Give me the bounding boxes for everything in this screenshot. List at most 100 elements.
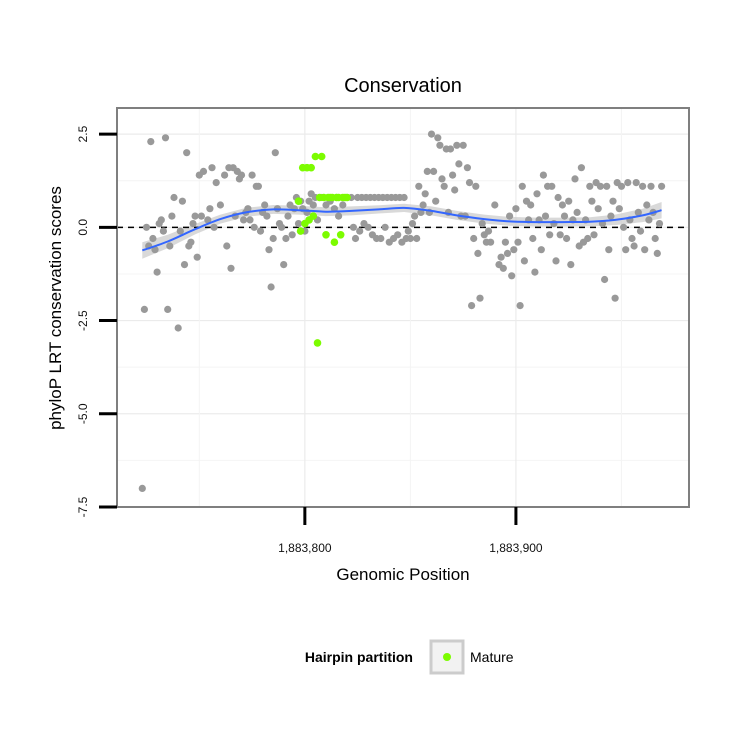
data-point-other [351,234,360,243]
data-point-other [197,212,205,220]
data-point-other [655,220,664,228]
data-point-other [518,182,526,190]
data-point-other [658,182,666,190]
data-point-other [159,227,167,235]
data-point-other [512,205,520,213]
data-point-other [149,234,157,243]
data-point-other [609,197,617,205]
chart-title: Conservation [344,75,462,97]
data-point-mature [311,152,320,161]
data-point-other [271,149,279,157]
data-point-other [339,201,347,209]
data-point-other [641,246,649,254]
data-point-other [453,141,461,149]
data-point-other [653,249,661,257]
data-point-other [506,212,514,220]
y-tick-label: -2.5 [76,310,90,331]
data-point-other [472,182,480,190]
data-point-other [586,182,594,190]
data-point-other [187,238,195,246]
x-axis: 1,883,800 1,883,900 [278,507,543,555]
data-point-other [440,182,448,190]
data-point-other [554,193,562,202]
data-point-other [364,223,372,231]
data-point-other [191,212,199,220]
data-point-other [451,186,459,194]
data-point-other [430,167,438,175]
data-point-other [476,294,484,302]
data-point-other [178,197,186,205]
data-point-other [484,227,493,235]
data-point-other [491,201,499,209]
y-tick-label: 0.0 [76,219,90,236]
data-point-other [284,212,292,220]
smooth-curve [141,206,662,252]
data-point-mature [343,193,351,202]
data-point-other [514,238,522,246]
data-point-other [216,201,224,209]
data-point-other [620,223,628,231]
data-point-other [309,201,317,209]
data-point-other [634,208,642,216]
data-point-other [573,208,581,216]
data-point-other [244,205,252,213]
x-tick-label: 1,883,800 [278,541,332,555]
data-point-mature [313,339,322,347]
data-point-other [630,242,638,250]
data-point-other [256,227,265,235]
data-point-other [503,249,512,257]
x-tick-label: 1,883,900 [489,541,543,555]
smooth-confidence-band [142,202,662,259]
data-point-other [550,220,558,228]
data-point-other [356,227,364,235]
data-point-other [421,190,429,198]
data-point-other [558,201,567,209]
data-point-other [474,249,482,257]
confidence-band [142,202,662,259]
data-point-other [643,201,651,209]
data-point-mature [309,212,318,220]
data-point-mature [307,163,316,172]
data-point-other [411,212,419,220]
data-point-other [263,212,271,220]
data-point-other [588,197,596,205]
data-point-other [438,175,446,183]
data-point-other [254,182,262,190]
data-point-other [427,130,436,138]
data-point-other [415,182,423,190]
data-point-other [556,231,564,239]
data-point-other [419,201,427,209]
data-point-other [516,302,524,310]
data-point-mature [296,227,305,235]
data-point-other [590,231,598,239]
data-point-other [651,234,659,243]
data-point-other [349,223,357,231]
data-point-other [605,246,613,254]
data-point-other [567,261,575,269]
data-point-other [406,234,414,243]
legend-label-mature: Mature [470,649,514,665]
data-point-other [237,171,246,179]
data-point-other [248,171,256,179]
data-point-other [533,190,541,198]
y-tick-label: -7.5 [76,496,90,517]
data-point-other [611,294,619,302]
data-point-other [221,171,229,179]
data-point-other [501,238,509,246]
data-point-other [639,182,647,190]
data-point-other [622,246,630,254]
data-point-other [147,138,155,146]
data-point-other [571,175,579,183]
data-point-other [269,234,277,243]
data-point-other [381,223,389,231]
data-point-other [223,242,231,250]
data-point-mature [336,231,345,239]
data-point-other [628,234,636,243]
data-point-other [423,167,431,175]
data-point-other [140,305,148,313]
data-point-other [170,193,178,202]
data-point-other [601,275,609,284]
data-point-mature [330,238,339,246]
data-point-other [434,134,442,142]
data-point-other [404,227,412,235]
